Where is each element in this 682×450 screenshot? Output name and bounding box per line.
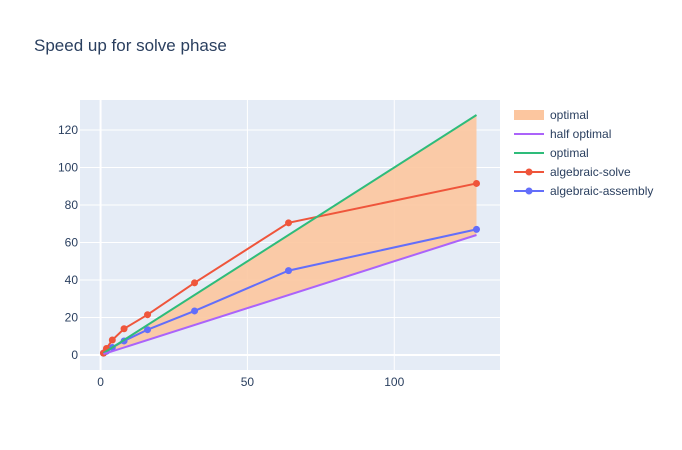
legend-swatch xyxy=(514,110,544,120)
legend-label: optimal xyxy=(550,146,589,160)
legend-item-half-optimal[interactable]: half optimal xyxy=(514,127,611,141)
x-tick-label: 100 xyxy=(384,375,404,389)
data-point-algebraic-solve[interactable] xyxy=(108,336,116,344)
y-tick-label: 80 xyxy=(65,198,79,212)
series-half-optimal xyxy=(103,234,477,356)
data-point-algebraic-solve[interactable] xyxy=(285,219,293,227)
legend[interactable]: optimal half optimal optimal algebraic-solv… xyxy=(514,108,653,198)
axis-tick-labels: 0 20 40 60 80 100 120 0 50 100 xyxy=(58,123,405,389)
data-point-algebraic-solve[interactable] xyxy=(120,325,128,333)
x-tick-label: 0 xyxy=(97,375,104,389)
series-optimal xyxy=(102,114,478,354)
data-point-algebraic-solve[interactable] xyxy=(191,279,199,287)
legend-marker xyxy=(525,187,533,195)
y-tick-label: 40 xyxy=(65,273,79,287)
legend-label: algebraic-solve xyxy=(550,165,631,179)
y-tick-label: 60 xyxy=(65,236,79,250)
y-tick-label: 0 xyxy=(71,348,78,362)
y-tick-label: 20 xyxy=(65,311,79,325)
data-point-algebraic-assembly[interactable] xyxy=(285,267,293,275)
data-point-algebraic-solve[interactable] xyxy=(473,179,481,187)
chart-title: Speed up for solve phase xyxy=(34,36,227,55)
series-line-optimal xyxy=(102,114,478,354)
series-lines xyxy=(99,114,481,357)
data-point-algebraic-assembly[interactable] xyxy=(144,326,152,334)
legend-item-optimal[interactable]: optimal xyxy=(514,108,589,122)
legend-item-algebraic-assembly[interactable]: algebraic-assembly xyxy=(514,184,653,198)
legend-label: optimal xyxy=(550,108,589,122)
legend-item-optimal[interactable]: optimal xyxy=(514,146,589,160)
legend-marker xyxy=(525,168,533,176)
legend-item-algebraic-solve[interactable]: algebraic-solve xyxy=(514,165,631,179)
legend-label: half optimal xyxy=(550,127,611,141)
y-tick-label: 120 xyxy=(58,123,78,137)
legend-label: algebraic-assembly xyxy=(550,184,653,198)
series-line-half-optimal xyxy=(103,234,477,356)
y-tick-label: 100 xyxy=(58,161,78,175)
data-point-algebraic-solve[interactable] xyxy=(144,311,152,319)
data-point-algebraic-assembly[interactable] xyxy=(473,225,481,233)
x-tick-label: 50 xyxy=(241,375,255,389)
data-point-algebraic-assembly[interactable] xyxy=(191,307,199,315)
